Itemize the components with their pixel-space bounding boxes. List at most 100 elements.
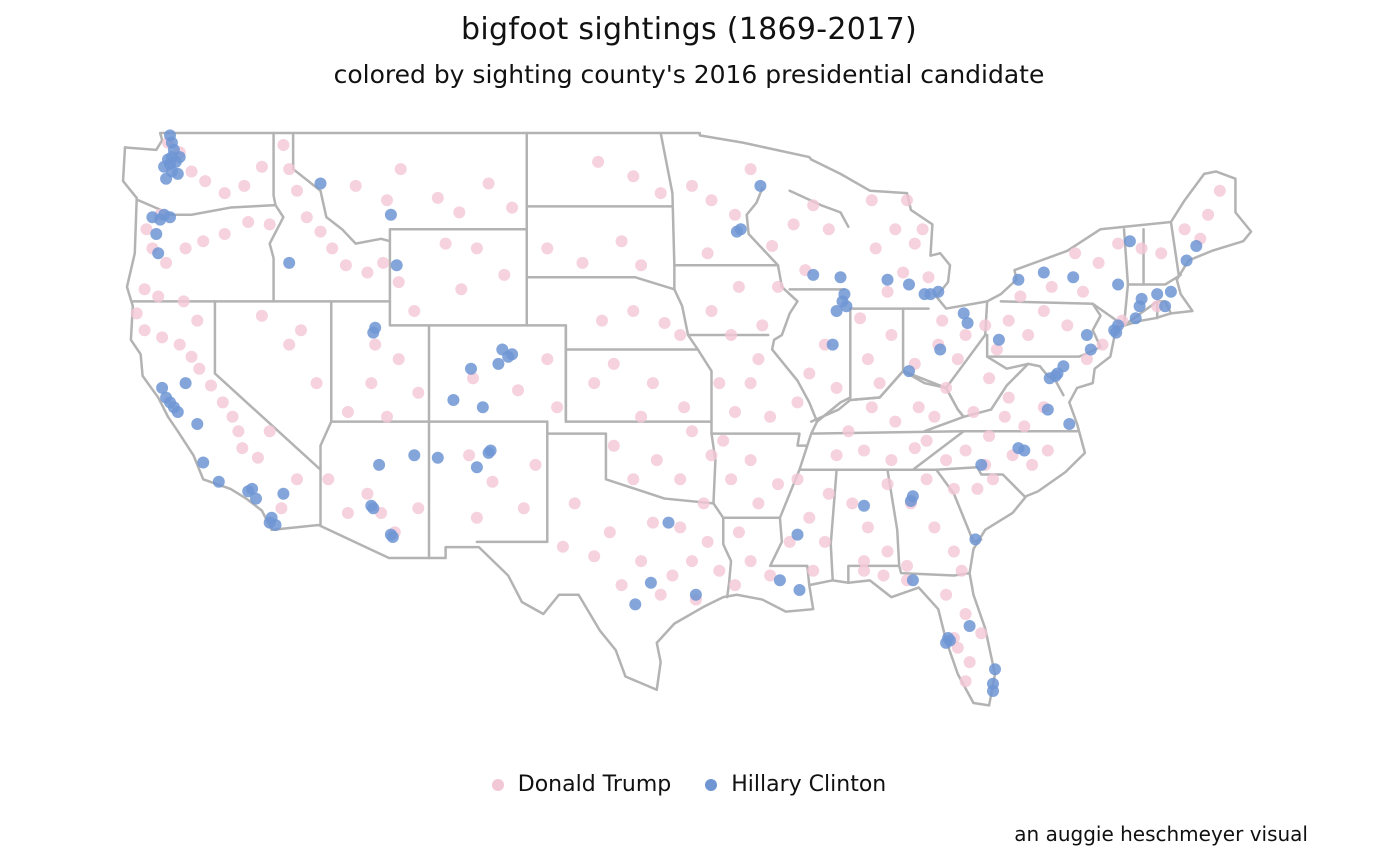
sighting-point-clinton bbox=[269, 519, 282, 531]
sighting-point-trump bbox=[392, 276, 405, 289]
state-border-line bbox=[1126, 273, 1182, 286]
sighting-point-clinton bbox=[1067, 271, 1080, 284]
sighting-point-trump bbox=[979, 319, 992, 332]
sighting-point-clinton bbox=[160, 391, 173, 404]
sighting-point-trump bbox=[732, 526, 745, 539]
sighting-point-trump bbox=[568, 497, 581, 510]
state-border-line bbox=[123, 131, 1253, 707]
sighting-point-trump bbox=[865, 401, 878, 414]
sighting-point-trump bbox=[512, 384, 524, 397]
sighting-point-trump bbox=[865, 194, 878, 207]
sighting-point-trump bbox=[889, 223, 902, 236]
sighting-point-trump bbox=[803, 511, 816, 524]
sighting-point-clinton bbox=[1041, 403, 1054, 416]
sighting-point-trump bbox=[381, 194, 393, 207]
sighting-point-trump bbox=[314, 225, 327, 238]
sighting-point-trump bbox=[881, 545, 894, 558]
sighting-point-trump bbox=[627, 305, 640, 317]
sighting-point-trump bbox=[236, 442, 249, 455]
sighting-point-trump bbox=[766, 240, 779, 252]
sighting-point-trump bbox=[744, 555, 757, 568]
sighting-point-trump bbox=[752, 353, 765, 366]
sighting-point-trump bbox=[1202, 208, 1215, 221]
sighting-point-trump bbox=[218, 228, 231, 240]
sighting-point-trump bbox=[615, 235, 628, 248]
sighting-point-trump bbox=[326, 242, 339, 255]
sighting-point-trump bbox=[1069, 247, 1082, 260]
sighting-point-trump bbox=[1061, 319, 1074, 332]
sighting-point-trump bbox=[920, 473, 933, 486]
sighting-point-trump bbox=[674, 521, 687, 534]
sighting-point-clinton bbox=[1112, 319, 1125, 332]
sighting-point-clinton bbox=[903, 365, 915, 378]
sighting-point-trump bbox=[263, 218, 276, 231]
sighting-point-trump bbox=[936, 314, 949, 327]
sighting-point-trump bbox=[772, 280, 784, 293]
sighting-point-trump bbox=[967, 406, 980, 418]
map-subtitle: colored by sighting county's 2016 presid… bbox=[333, 60, 1045, 89]
state-border-line bbox=[546, 432, 715, 505]
sighting-point-clinton bbox=[629, 598, 642, 611]
sighting-point-trump bbox=[529, 458, 542, 471]
sighting-point-trump bbox=[959, 608, 972, 620]
sighting-point-trump bbox=[627, 170, 640, 183]
sighting-point-trump bbox=[701, 535, 714, 548]
sighting-point-clinton bbox=[961, 317, 974, 329]
sighting-point-trump bbox=[951, 353, 964, 366]
sighting-point-trump bbox=[744, 163, 757, 176]
legend-label-trump: Donald Trump bbox=[517, 772, 672, 797]
sighting-point-trump bbox=[846, 497, 859, 510]
sighting-point-trump bbox=[803, 367, 816, 380]
sighting-point-trump bbox=[277, 139, 290, 151]
sighting-point-trump bbox=[283, 163, 296, 176]
sighting-point-trump bbox=[341, 507, 354, 519]
sighting-point-trump bbox=[603, 526, 616, 539]
sighting-point-trump bbox=[764, 410, 777, 423]
state-border-line bbox=[829, 468, 838, 582]
sighting-point-trump bbox=[541, 353, 554, 366]
sighting-point-clinton bbox=[1180, 254, 1193, 267]
legend-item-trump: Donald Trump bbox=[491, 772, 672, 797]
sighting-point-trump bbox=[556, 540, 569, 553]
legend: Donald Trump Hillary Clinton bbox=[0, 772, 1378, 797]
sighting-point-trump bbox=[255, 160, 268, 173]
sighting-point-clinton bbox=[1129, 312, 1142, 325]
sighting-point-trump bbox=[130, 307, 143, 320]
sightings-layer bbox=[130, 129, 1226, 697]
sighting-point-trump bbox=[725, 473, 738, 486]
sighting-point-clinton bbox=[506, 348, 519, 361]
sighting-point-trump bbox=[861, 521, 874, 534]
sighting-point-clinton bbox=[191, 418, 204, 430]
sighting-point-trump bbox=[791, 396, 804, 409]
sighting-point-trump bbox=[959, 329, 972, 341]
sighting-point-trump bbox=[588, 377, 601, 390]
sighting-point-trump bbox=[861, 353, 874, 366]
sighting-point-clinton bbox=[1112, 278, 1125, 291]
sighting-point-trump bbox=[1045, 280, 1058, 293]
sighting-point-trump bbox=[431, 191, 444, 204]
sighting-point-trump bbox=[822, 223, 835, 236]
sighting-point-trump bbox=[1014, 290, 1027, 303]
sighting-point-clinton bbox=[173, 151, 186, 164]
sighting-point-trump bbox=[686, 425, 698, 438]
sighting-point-clinton bbox=[1084, 343, 1097, 356]
sighting-point-trump bbox=[291, 184, 303, 197]
sighting-point-trump bbox=[654, 187, 667, 200]
sighting-point-clinton bbox=[146, 211, 159, 224]
sighting-point-trump bbox=[764, 569, 777, 582]
sighting-point-trump bbox=[889, 415, 902, 428]
sighting-point-trump bbox=[607, 439, 620, 452]
sighting-point-trump bbox=[179, 242, 192, 255]
sighting-point-trump bbox=[940, 454, 953, 467]
sighting-point-clinton bbox=[150, 228, 163, 240]
sighting-point-trump bbox=[381, 410, 393, 423]
sighting-point-clinton bbox=[197, 456, 210, 469]
sighting-point-trump bbox=[963, 656, 976, 669]
sighting-point-trump bbox=[729, 208, 741, 221]
sighting-point-clinton bbox=[963, 620, 976, 632]
sighting-point-clinton bbox=[1164, 285, 1177, 298]
sighting-point-trump bbox=[291, 473, 303, 486]
sighting-point-clinton bbox=[1159, 300, 1172, 313]
sighting-point-trump bbox=[470, 242, 483, 255]
sighting-point-clinton bbox=[283, 256, 296, 269]
